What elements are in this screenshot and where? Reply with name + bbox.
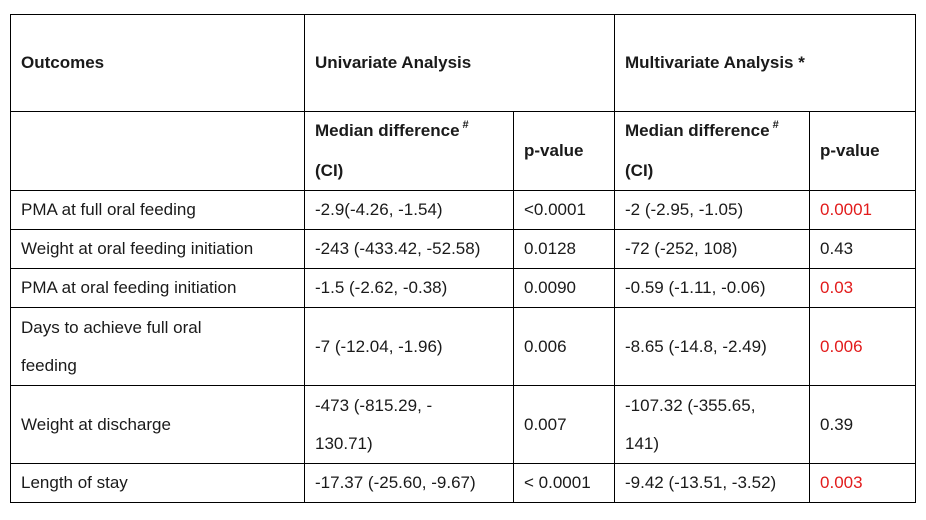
cell-text-line: Weight at discharge	[21, 414, 171, 434]
cell-univariate-p-value: 0.007	[512, 385, 616, 464]
cell-multivariate-median-difference: -72 (-252, 108)	[614, 229, 811, 269]
cell-text-line: -1.5 (-2.62, -0.38)	[315, 278, 448, 297]
cell-univariate-p-value: 0.0090	[512, 268, 616, 308]
table-row: Days to achieve full oral feeding -7 (-12.…	[10, 307, 917, 386]
cell-text-line: -0.59 (-1.11, -0.06)	[625, 278, 766, 297]
cell-text-line: -72 (-252, 108)	[625, 239, 738, 258]
median-superscript: #	[772, 119, 779, 131]
header-multivariate: Multivariate Analysis *	[614, 14, 917, 112]
cell-multivariate-median-difference: -107.32 (-355.65, 141)	[614, 385, 811, 464]
cell-univariate-p-value: <0.0001	[512, 190, 616, 230]
cell-multivariate-p-value: 0.0001	[809, 190, 917, 230]
cell-outcome: Days to achieve full oral feeding	[10, 307, 305, 386]
cell-text-line: -473 (-815.29, -	[315, 395, 433, 415]
median-label: Median difference	[625, 121, 770, 140]
cell-multivariate-median-difference: -2 (-2.95, -1.05)	[614, 190, 811, 230]
table-header-row: Outcomes Univariate Analysis Multivariat…	[10, 14, 917, 112]
cell-multivariate-p-value: 0.03	[809, 268, 917, 308]
table-row: Weight at oral feeding initiation -243 (-…	[10, 229, 917, 269]
cell-text-line: -2.9(-4.26, -1.54)	[315, 200, 443, 219]
cell-multivariate-p-value: 0.006	[809, 307, 917, 386]
cell-multivariate-median-difference: -8.65 (-14.8, -2.49)	[614, 307, 811, 386]
cell-text-line: Length of stay	[21, 473, 128, 492]
table-subheader-row: Median difference # (CI) p-value Median di…	[10, 111, 917, 191]
cell-text-line: 130.71)	[315, 433, 373, 453]
median-label: Median difference	[315, 121, 460, 140]
cell-outcome: Weight at discharge	[10, 385, 305, 464]
cell-outcome: Weight at oral feeding initiation	[10, 229, 305, 269]
cell-text-line: Days to achieve full oral	[21, 317, 202, 337]
table-body: PMA at full oral feeding -2.9(-4.26, -1.5…	[10, 190, 917, 503]
cell-univariate-median-difference: -473 (-815.29, - 130.71)	[304, 385, 514, 464]
subheader-multi-pvalue: p-value	[809, 111, 917, 191]
cell-outcome: PMA at full oral feeding	[10, 190, 305, 230]
cell-text-line: PMA at full oral feeding	[21, 200, 196, 219]
cell-text-line: -7 (-12.04, -1.96)	[315, 336, 443, 356]
cell-univariate-median-difference: -7 (-12.04, -1.96)	[304, 307, 514, 386]
cell-text-line: Weight at oral feeding initiation	[21, 239, 254, 258]
ci-label: (CI)	[315, 161, 344, 180]
cell-univariate-median-difference: -1.5 (-2.62, -0.38)	[304, 268, 514, 308]
cell-univariate-p-value: 0.006	[512, 307, 616, 386]
table-row: Weight at discharge -473 (-815.29, - 130.7…	[10, 385, 917, 464]
header-univariate: Univariate Analysis	[303, 14, 616, 112]
subheader-multi-median: Median difference # (CI)	[614, 111, 811, 191]
cell-text-line: feeding	[21, 355, 77, 375]
subheader-uni-pvalue: p-value	[512, 111, 616, 191]
cell-univariate-median-difference: -17.37 (-25.60, -9.67)	[304, 463, 514, 503]
table-row: Length of stay -17.37 (-25.60, -9.67) < 0.…	[10, 463, 917, 503]
results-table: Outcomes Univariate Analysis Multivariat…	[10, 14, 917, 503]
header-outcomes: Outcomes	[10, 14, 305, 112]
cell-outcome: PMA at oral feeding initiation	[10, 268, 305, 308]
cell-text-line: -9.42 (-13.51, -3.52)	[625, 473, 777, 492]
cell-text-line: PMA at oral feeding initiation	[21, 278, 237, 297]
cell-text-line: -243 (-433.42, -52.58)	[315, 239, 481, 258]
subheader-uni-median: Median difference # (CI)	[304, 111, 514, 191]
median-superscript: #	[462, 119, 469, 131]
ci-label: (CI)	[625, 161, 654, 180]
cell-multivariate-median-difference: -9.42 (-13.51, -3.52)	[614, 463, 811, 503]
cell-text-line: -107.32 (-355.65,	[625, 395, 756, 415]
cell-multivariate-p-value: 0.003	[809, 463, 917, 503]
cell-multivariate-median-difference: -0.59 (-1.11, -0.06)	[614, 268, 811, 308]
cell-multivariate-p-value: 0.43	[809, 229, 917, 269]
table-row: PMA at full oral feeding -2.9(-4.26, -1.5…	[10, 190, 917, 230]
table-row: PMA at oral feeding initiation -1.5 (-2.6…	[10, 268, 917, 308]
cell-univariate-median-difference: -243 (-433.42, -52.58)	[304, 229, 514, 269]
cell-text-line: -8.65 (-14.8, -2.49)	[625, 336, 767, 356]
cell-univariate-median-difference: -2.9(-4.26, -1.54)	[304, 190, 514, 230]
cell-outcome: Length of stay	[10, 463, 305, 503]
cell-univariate-p-value: < 0.0001	[512, 463, 616, 503]
cell-text-line: -17.37 (-25.60, -9.67)	[315, 473, 476, 492]
cell-multivariate-p-value: 0.39	[809, 385, 917, 464]
cell-text-line: 141)	[625, 433, 660, 453]
subheader-empty	[10, 111, 305, 191]
cell-text-line: -2 (-2.95, -1.05)	[625, 200, 744, 219]
cell-univariate-p-value: 0.0128	[512, 229, 616, 269]
